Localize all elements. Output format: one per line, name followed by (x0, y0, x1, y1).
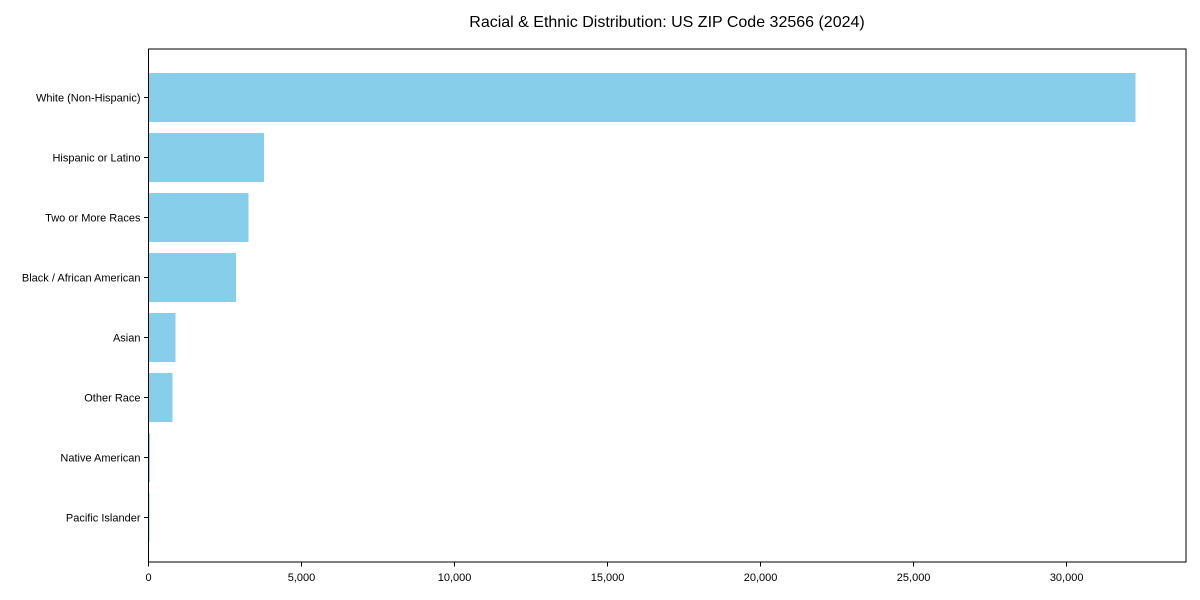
x-tick-label-5: 25,000 (897, 572, 931, 584)
x-tick-label-0: 0 (145, 572, 151, 584)
bar-two-or-more-races (148, 193, 249, 243)
y-tick-label-two-or-more-races: Two or More Races (45, 213, 141, 225)
y-tick-label-hispanic-or-latino: Hispanic or Latino (52, 153, 140, 165)
x-tick-label-6: 30,000 (1050, 572, 1084, 584)
plot-border (148, 48, 1187, 563)
x-tick-label-2: 10,000 (438, 572, 472, 584)
bar-white-non-hispanic (148, 73, 1136, 123)
bar-native-american (148, 433, 151, 483)
y-tick-label-native-american: Native American (60, 453, 140, 465)
y-tick-label-pacific-islander: Pacific Islander (66, 513, 141, 525)
y-tick-label-white-non-hispanic: White (Non-Hispanic) (36, 93, 141, 105)
y-tick-label-other-race: Other Race (84, 393, 140, 405)
bar-asian (148, 313, 176, 363)
x-tick-label-1: 5,000 (288, 572, 316, 584)
y-tick-label-black-african-american: Black / African American (22, 273, 141, 285)
x-tick-label-4: 20,000 (744, 572, 778, 584)
bar-other-race (148, 373, 173, 423)
x-tick-label-3: 15,000 (591, 572, 625, 584)
bar-black-african-american (148, 253, 237, 303)
chart-title: Racial & Ethnic Distribution: US ZIP Cod… (469, 14, 864, 31)
y-tick-label-asian: Asian (113, 333, 141, 345)
bar-hispanic-or-latino (148, 133, 265, 183)
plot-area: White (Non-Hispanic) Hispanic or Latino Tw… (22, 48, 1187, 584)
